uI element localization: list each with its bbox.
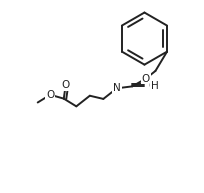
Text: O: O	[62, 80, 70, 90]
Text: H: H	[151, 81, 158, 91]
Text: N: N	[113, 83, 121, 93]
Text: O: O	[149, 81, 157, 91]
Text: O: O	[142, 74, 150, 84]
Text: O: O	[46, 90, 54, 100]
